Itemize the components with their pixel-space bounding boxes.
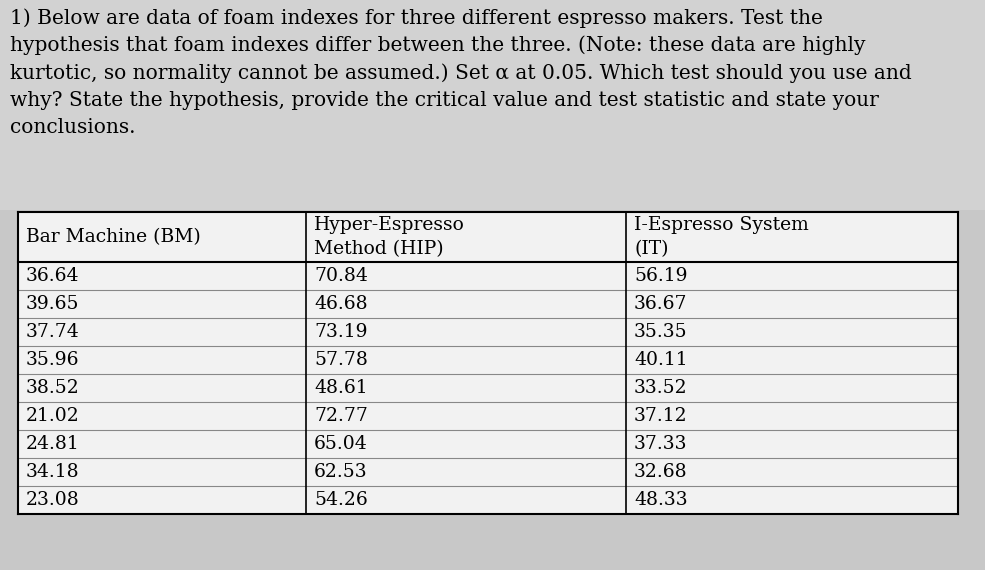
Text: 72.77: 72.77 [314, 407, 367, 425]
Text: 48.61: 48.61 [314, 379, 367, 397]
Text: 36.64: 36.64 [26, 267, 80, 285]
Text: 35.96: 35.96 [26, 351, 80, 369]
Text: 65.04: 65.04 [314, 435, 367, 453]
Text: 23.08: 23.08 [26, 491, 80, 509]
Bar [0, 0, 985, 210]
Text: 40.11: 40.11 [634, 351, 688, 369]
Text: 54.26: 54.26 [314, 491, 367, 509]
Text: 37.74: 37.74 [26, 323, 80, 341]
Text: 39.65: 39.65 [26, 295, 80, 313]
Text: 70.84: 70.84 [314, 267, 367, 285]
Text: 38.52: 38.52 [26, 379, 80, 397]
Text: 21.02: 21.02 [26, 407, 80, 425]
Text: 48.33: 48.33 [634, 491, 688, 509]
Text: Hyper-Espresso
Method (HIP): Hyper-Espresso Method (HIP) [314, 216, 465, 258]
Text: 32.68: 32.68 [634, 463, 688, 481]
Text: 37.33: 37.33 [634, 435, 688, 453]
Text: 35.35: 35.35 [634, 323, 688, 341]
Text: Bar Machine (BM): Bar Machine (BM) [26, 228, 201, 246]
Text: 62.53: 62.53 [314, 463, 367, 481]
Text: 34.18: 34.18 [26, 463, 80, 481]
Text: 37.12: 37.12 [634, 407, 688, 425]
Text: 36.67: 36.67 [634, 295, 688, 313]
Text: 56.19: 56.19 [634, 267, 688, 285]
Text: I-Espresso System
(IT): I-Espresso System (IT) [634, 216, 809, 258]
Text: 1) Below are data of foam indexes for three different espresso makers. Test the
: 1) Below are data of foam indexes for th… [10, 8, 912, 137]
Bar [18, 212, 958, 514]
Text: 46.68: 46.68 [314, 295, 367, 313]
Text: 73.19: 73.19 [314, 323, 367, 341]
Text: 57.78: 57.78 [314, 351, 367, 369]
Text: 24.81: 24.81 [26, 435, 80, 453]
Text: 33.52: 33.52 [634, 379, 688, 397]
